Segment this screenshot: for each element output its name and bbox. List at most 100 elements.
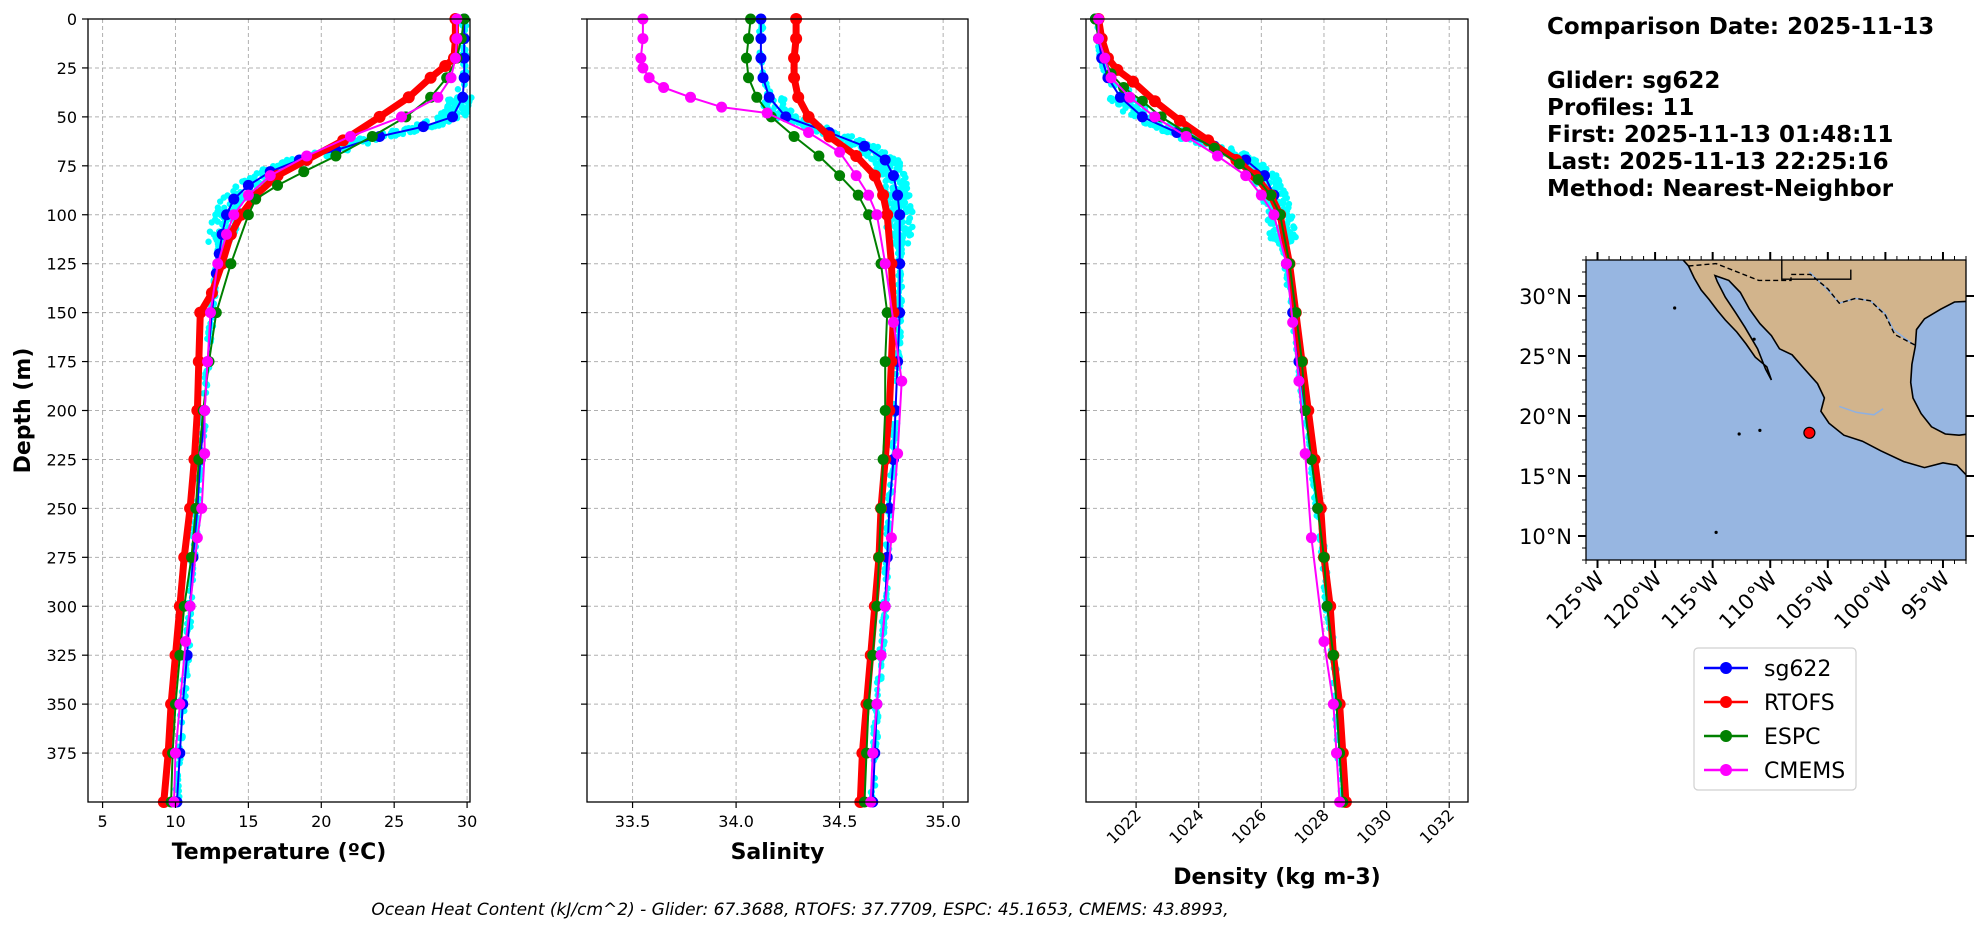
data-point-rtofs <box>205 287 218 300</box>
legend-label: CMEMS <box>1764 759 1845 784</box>
raw-data-point <box>881 149 889 156</box>
data-point-cmems <box>1149 111 1161 123</box>
map-frame <box>1585 259 1967 561</box>
data-point-cmems <box>451 33 463 45</box>
data-point-espc <box>873 551 885 563</box>
raw-data-point <box>787 107 794 114</box>
data-point-cmems <box>885 532 897 544</box>
data-point-cmems <box>1212 150 1224 162</box>
data-point-sg622 <box>458 72 470 84</box>
data-point-espc <box>1321 600 1333 612</box>
y-tick-label: 125 <box>46 255 77 274</box>
raw-data-point <box>904 240 912 247</box>
data-point-espc <box>867 649 879 661</box>
data-point-espc <box>881 307 893 319</box>
x-tick-label: 25 <box>384 812 404 831</box>
data-point-espc <box>871 600 883 612</box>
data-point-sg622 <box>447 111 459 123</box>
y-tick-label: 150 <box>46 304 77 323</box>
data-point-cmems <box>1318 635 1330 647</box>
raw-data-point <box>1108 97 1116 105</box>
data-point-cmems <box>191 532 203 544</box>
ocean-heat-content: Ocean Heat Content (kJ/cm^2) - Glider: 6… <box>371 900 1229 920</box>
raw-data-point <box>357 135 364 143</box>
data-point-cmems <box>867 747 879 759</box>
map-lat-label: 25°N <box>1519 345 1572 369</box>
data-point-espc <box>330 150 342 162</box>
data-point-cmems <box>637 62 649 74</box>
data-point-espc <box>743 33 755 45</box>
data-point-cmems <box>344 130 356 142</box>
data-point-rtofs <box>373 110 386 123</box>
data-point-espc <box>743 72 755 84</box>
y-tick-label: 50 <box>57 108 77 127</box>
comparison-date: Comparison Date: 2025-11-13 <box>1547 14 1935 40</box>
data-point-espc <box>225 258 237 270</box>
raw-data-point <box>883 176 890 184</box>
data-point-espc <box>1252 174 1264 186</box>
data-point-cmems <box>1255 189 1267 201</box>
x-tick-label: 35.0 <box>925 812 961 831</box>
data-point-espc <box>875 502 887 514</box>
data-point-espc <box>879 356 891 368</box>
data-point-espc <box>1233 158 1245 170</box>
data-point-cmems <box>395 111 407 123</box>
data-point-sg622 <box>894 209 906 221</box>
raw-data-point <box>208 219 215 226</box>
raw-data-point <box>893 165 900 172</box>
last-time: Last: 2025-11-13 22:25:16 <box>1547 149 1889 175</box>
series-line-sg622 <box>175 19 466 803</box>
data-point-rtofs <box>1148 95 1161 108</box>
raw-data-point <box>1280 187 1287 194</box>
y-tick-label: 250 <box>46 499 77 518</box>
data-point-cmems <box>212 258 224 270</box>
x-tick-label: 1026 <box>1228 805 1270 847</box>
data-point-sg622 <box>457 91 469 103</box>
data-point-espc <box>879 405 891 416</box>
raw-data-point <box>206 228 214 235</box>
x-tick-label: 1028 <box>1291 805 1333 847</box>
data-point-cmems <box>834 146 846 158</box>
raw-data-point <box>1267 220 1274 227</box>
raw-data-point <box>864 150 871 157</box>
legend-marker-sg622 <box>1720 662 1732 674</box>
raw-data-point <box>253 170 261 177</box>
island <box>1673 306 1677 310</box>
data-point-sg622 <box>228 193 240 205</box>
data-point-sg622 <box>242 179 254 191</box>
data-point-cmems <box>1268 209 1280 221</box>
us-mexico-border <box>1688 262 1916 346</box>
first-time: First: 2025-11-13 01:48:11 <box>1547 122 1894 148</box>
map-lon-label: 105°W <box>1772 566 1840 634</box>
data-point-cmems <box>1105 72 1117 84</box>
raw-data-point <box>1285 216 1292 224</box>
data-point-rtofs <box>439 59 452 72</box>
raw-data-point <box>1266 230 1273 237</box>
data-point-cmems <box>180 635 192 647</box>
data-point-cmems <box>685 91 697 103</box>
raw-data-point <box>364 140 372 147</box>
y-tick-label: 100 <box>46 206 77 225</box>
data-point-cmems <box>1280 258 1292 270</box>
raw-data-point <box>891 223 899 230</box>
raw-data-point <box>1280 197 1287 204</box>
data-point-sg622 <box>858 140 870 152</box>
map-lat-label: 10°N <box>1519 525 1572 549</box>
data-point-rtofs <box>802 110 815 123</box>
data-point-cmems <box>196 502 208 514</box>
data-point-cmems <box>863 189 875 201</box>
data-point-sg622 <box>417 121 429 133</box>
data-point-sg622 <box>755 33 767 45</box>
data-point-rtofs <box>788 52 801 65</box>
map-lon-label: 125°W <box>1542 566 1610 634</box>
temperature-panel: 5 10 15 20 25 3002550751001251501752002252502… <box>11 10 477 865</box>
profile-count: Profiles: 11 <box>1547 95 1695 121</box>
data-point-cmems <box>1180 130 1192 142</box>
data-point-cmems <box>199 448 211 460</box>
data-point-espc <box>813 150 825 162</box>
data-point-cmems <box>204 307 216 319</box>
map-lat-label: 20°N <box>1519 405 1572 429</box>
raw-data-point <box>1290 232 1297 239</box>
lerma-river <box>1839 405 1884 416</box>
